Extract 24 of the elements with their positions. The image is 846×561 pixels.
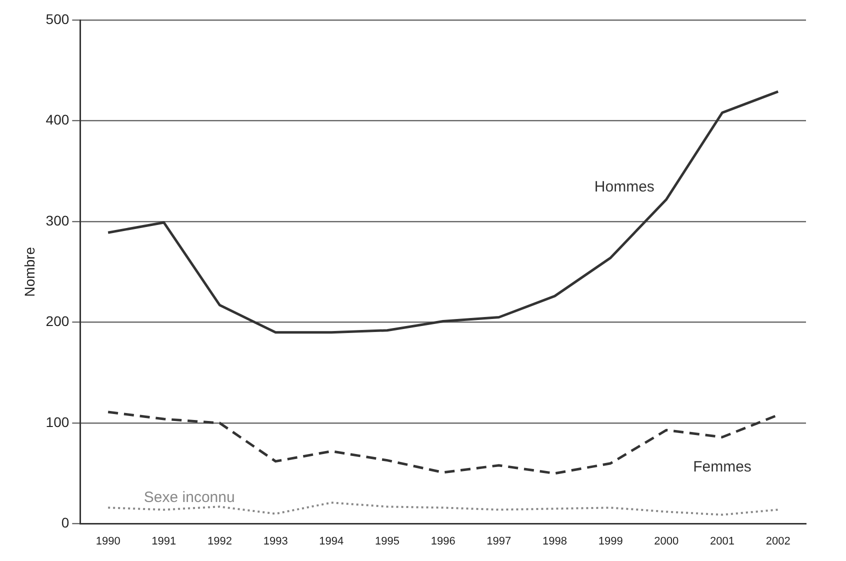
y-tick-label: 100 xyxy=(46,414,70,430)
x-tick-label: 2001 xyxy=(710,535,734,548)
x-tick-label: 2002 xyxy=(766,535,790,548)
x-tick-label: 1997 xyxy=(486,535,512,548)
x-tick-label: 1998 xyxy=(542,535,567,548)
y-axis-title: Nombre xyxy=(21,246,38,297)
y-tick-label: 200 xyxy=(46,313,70,330)
x-tick-label: 2000 xyxy=(654,535,679,548)
x-tick-label: 1990 xyxy=(96,535,120,548)
x-tick-label: 1991 xyxy=(152,535,176,548)
y-tick-label: 400 xyxy=(46,112,70,128)
y-tick-label: 300 xyxy=(46,212,70,228)
series-label: Femmes xyxy=(693,458,752,476)
series-label: Hommes xyxy=(594,178,654,196)
y-tick-label: 0 xyxy=(61,514,70,531)
series-label: Sexe inconnu xyxy=(144,488,235,506)
line-series xyxy=(107,502,780,516)
x-tick-label: 1992 xyxy=(208,535,232,548)
y-tick-label: 500 xyxy=(46,10,70,27)
x-tick-label: 1994 xyxy=(319,535,344,548)
x-tick-label: 1996 xyxy=(430,535,456,548)
x-tick-label: 1995 xyxy=(375,535,400,548)
x-tick-label: 1999 xyxy=(598,535,623,548)
x-tick-label: 1993 xyxy=(263,535,288,548)
